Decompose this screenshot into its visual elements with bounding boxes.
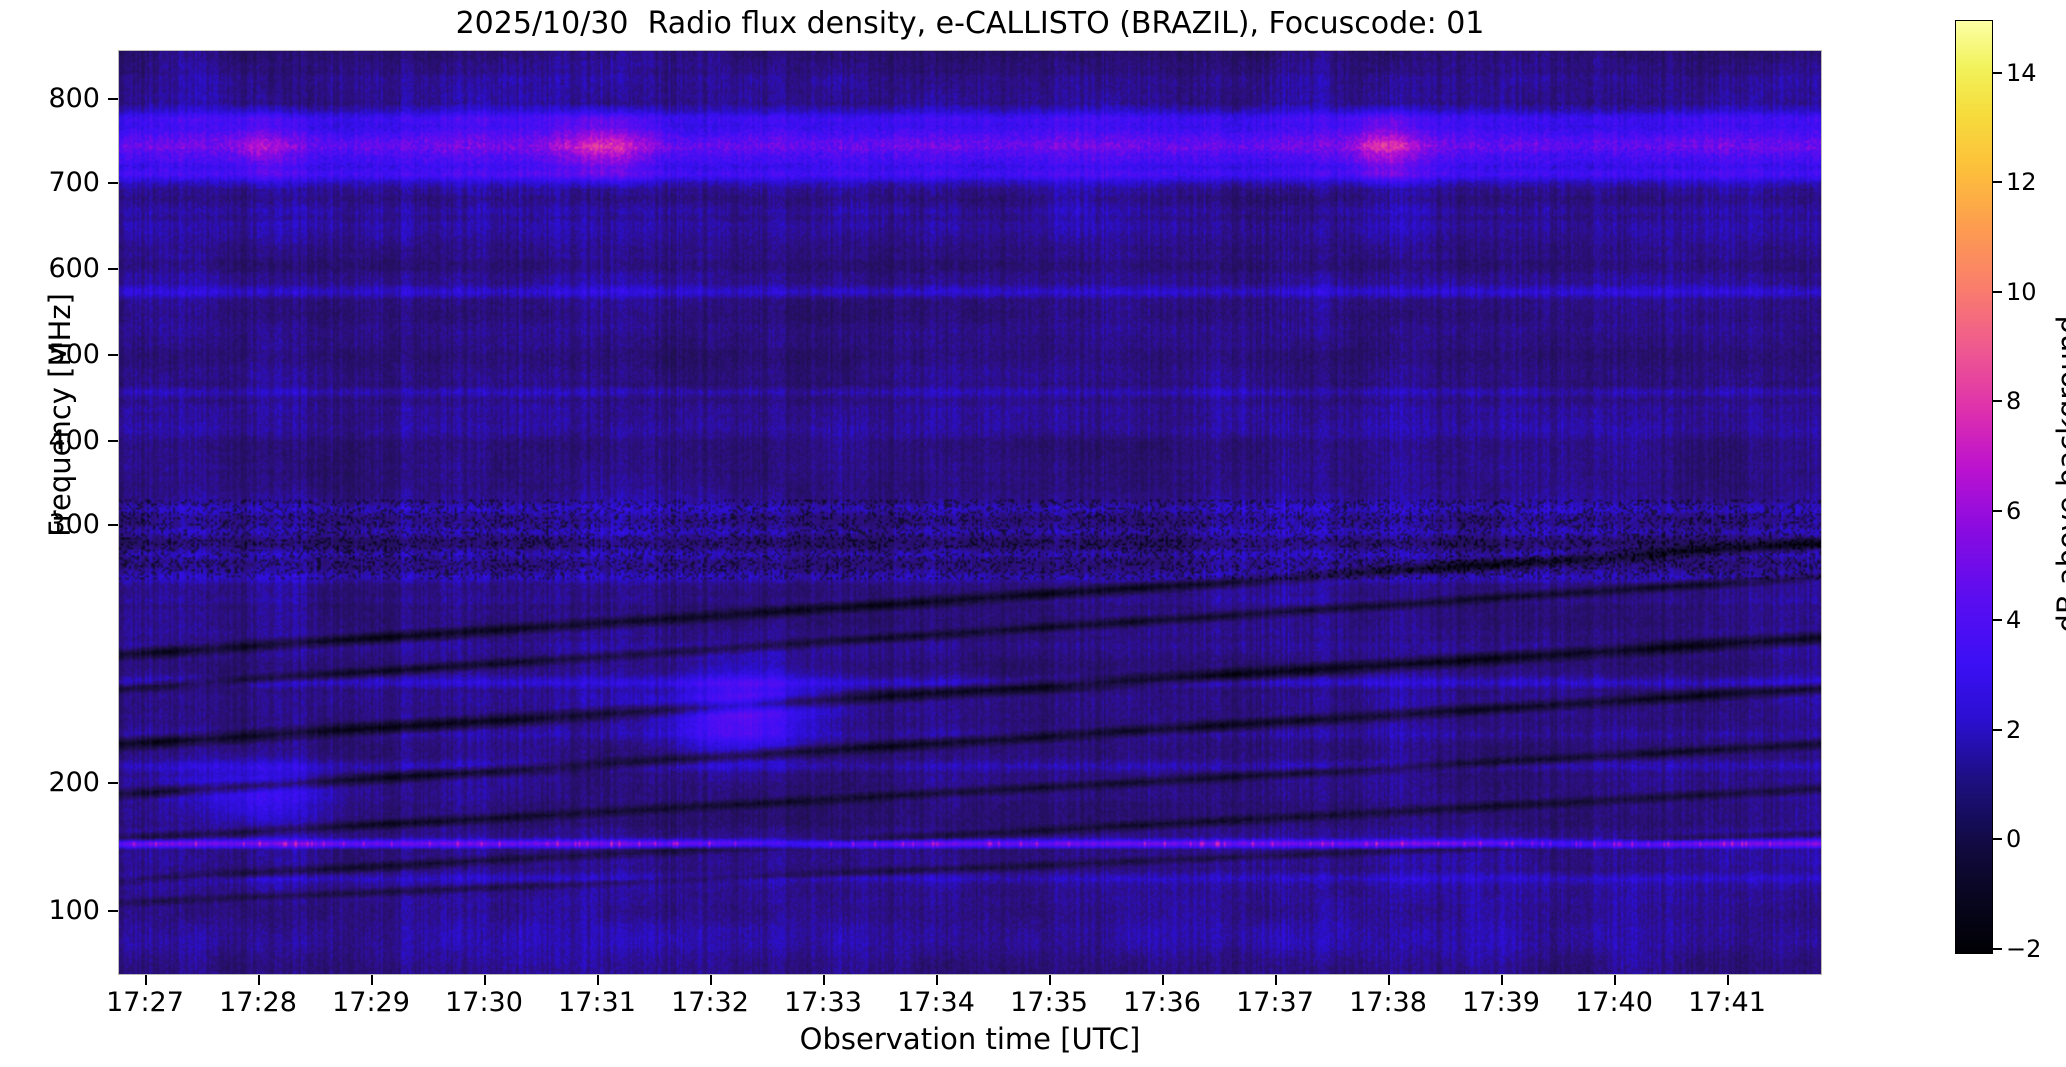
x-tick-label: 17:34 [897, 987, 975, 1018]
colorbar-tick-label: 8 [2006, 387, 2022, 415]
y-axis-label: Frequency [MHz] [43, 293, 77, 537]
y-tick-label: 500 [48, 339, 100, 370]
spectrogram-plot-area[interactable] [118, 50, 1822, 975]
y-tick-label: 700 [48, 167, 100, 198]
y-tick-label: 200 [48, 767, 100, 798]
x-axis-label: Observation time [UTC] [799, 1022, 1141, 1056]
colorbar-tick-mark [1993, 400, 2002, 402]
y-tick-mark [108, 524, 118, 526]
spectrogram-image [119, 51, 1821, 974]
y-tick-mark [108, 354, 118, 356]
x-tick-mark [1049, 975, 1051, 985]
colorbar-tick-label: 4 [2006, 606, 2022, 634]
x-tick-mark [710, 975, 712, 985]
x-tick-mark [484, 975, 486, 985]
x-tick-label: 17:27 [106, 987, 184, 1018]
colorbar-tick-mark [1993, 72, 2002, 74]
x-tick-label: 17:31 [558, 987, 636, 1018]
colorbar-tick-mark [1993, 729, 2002, 731]
x-tick-label: 17:41 [1688, 987, 1766, 1018]
x-tick-mark [1162, 975, 1164, 985]
x-tick-mark [823, 975, 825, 985]
x-tick-mark [1614, 975, 1616, 985]
y-tick-label: 100 [48, 895, 100, 926]
x-tick-label: 17:30 [445, 987, 523, 1018]
colorbar-tick-label: 14 [2006, 59, 2037, 87]
colorbar-tick-mark [1993, 291, 2002, 293]
colorbar-tick-mark [1993, 181, 2002, 183]
y-tick-mark [108, 910, 118, 912]
x-tick-label: 17:40 [1575, 987, 1653, 1018]
y-tick-label: 400 [48, 425, 100, 456]
y-tick-mark [108, 268, 118, 270]
y-tick-label: 600 [48, 253, 100, 284]
y-tick-label: 800 [48, 83, 100, 114]
x-tick-mark [145, 975, 147, 985]
x-tick-label: 17:32 [671, 987, 749, 1018]
x-tick-label: 17:33 [784, 987, 862, 1018]
y-tick-mark [108, 782, 118, 784]
x-tick-label: 17:28 [219, 987, 297, 1018]
page-title: 2025/10/30 Radio flux density, e-CALLIST… [455, 6, 1485, 41]
y-tick-mark [108, 98, 118, 100]
colorbar-tick-label: 12 [2006, 168, 2037, 196]
y-tick-mark [108, 440, 118, 442]
x-tick-mark [1275, 975, 1277, 985]
x-tick-mark [597, 975, 599, 985]
colorbar-tick-label: −2 [2006, 935, 2042, 963]
x-tick-label: 17:39 [1462, 987, 1540, 1018]
colorbar-tick-label: 2 [2006, 716, 2022, 744]
x-tick-label: 17:36 [1123, 987, 1201, 1018]
colorbar-tick-label: 6 [2006, 497, 2022, 525]
x-tick-label: 17:37 [1236, 987, 1314, 1018]
x-tick-mark [1388, 975, 1390, 985]
colorbar-tick-mark [1993, 510, 2002, 512]
x-tick-mark [1727, 975, 1729, 985]
y-tick-mark [108, 182, 118, 184]
colorbar-tick-mark [1993, 619, 2002, 621]
colorbar-tick-label: 0 [2006, 825, 2022, 853]
x-tick-label: 17:29 [332, 987, 410, 1018]
x-tick-label: 17:38 [1349, 987, 1427, 1018]
colorbar-tick-label: 10 [2006, 278, 2037, 306]
colorbar-tick-mark [1993, 838, 2002, 840]
colorbar-axis-label: dB above background [2051, 315, 2066, 633]
x-tick-label: 17:35 [1010, 987, 1088, 1018]
colorbar[interactable] [1955, 20, 1993, 954]
x-tick-mark [1501, 975, 1503, 985]
x-tick-mark [936, 975, 938, 985]
x-tick-mark [258, 975, 260, 985]
colorbar-tick-mark [1993, 948, 2002, 950]
y-tick-label: 300 [48, 509, 100, 540]
x-tick-mark [371, 975, 373, 985]
